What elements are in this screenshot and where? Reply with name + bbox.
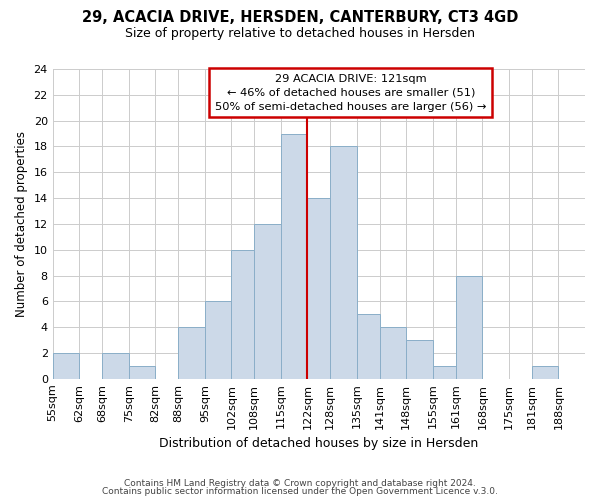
Bar (129, 366, 155, 379)
Text: Contains public sector information licensed under the Open Government Licence v.: Contains public sector information licen… (102, 487, 498, 496)
Bar (330, 146, 357, 379)
Bar (178, 327, 205, 379)
Bar (433, 366, 456, 379)
Bar (532, 366, 559, 379)
Text: Contains HM Land Registry data © Crown copyright and database right 2024.: Contains HM Land Registry data © Crown c… (124, 478, 476, 488)
Bar (254, 224, 281, 379)
Bar (456, 276, 482, 379)
X-axis label: Distribution of detached houses by size in Hersden: Distribution of detached houses by size … (159, 437, 478, 450)
Bar (406, 340, 433, 379)
Text: 29, ACACIA DRIVE, HERSDEN, CANTERBURY, CT3 4GD: 29, ACACIA DRIVE, HERSDEN, CANTERBURY, C… (82, 10, 518, 25)
Bar (102, 353, 129, 379)
Bar (380, 327, 406, 379)
Bar (53, 353, 79, 379)
Bar (357, 314, 380, 379)
Y-axis label: Number of detached properties: Number of detached properties (15, 131, 28, 317)
Bar (232, 250, 254, 379)
Bar (205, 302, 232, 379)
Text: 29 ACACIA DRIVE: 121sqm
← 46% of detached houses are smaller (51)
50% of semi-de: 29 ACACIA DRIVE: 121sqm ← 46% of detache… (215, 74, 487, 112)
Text: Size of property relative to detached houses in Hersden: Size of property relative to detached ho… (125, 28, 475, 40)
Bar (307, 198, 330, 379)
Bar (281, 134, 307, 379)
